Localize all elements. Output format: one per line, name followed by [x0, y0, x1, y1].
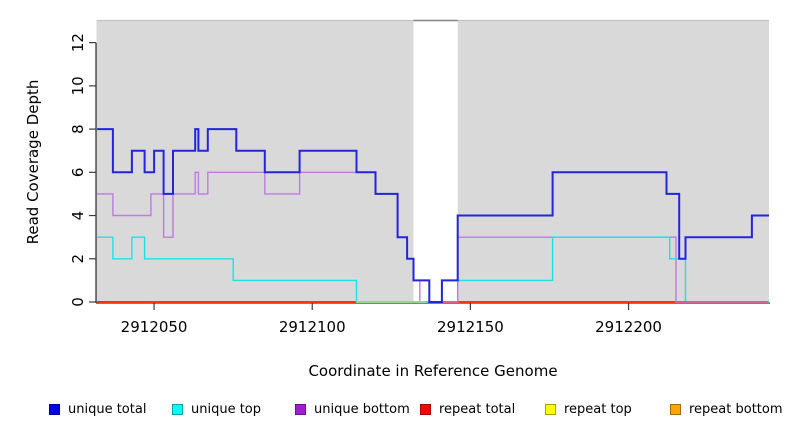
- legend-item-unique-bottom: unique bottom: [295, 399, 410, 419]
- panel-background-right: [457, 21, 769, 302]
- y-tick-label: 12: [69, 33, 87, 52]
- y-tick-label: 6: [69, 168, 87, 178]
- legend-item-unique-total: unique total: [49, 399, 146, 419]
- legend-label: repeat top: [564, 401, 632, 417]
- series-unique-total: [97, 128, 769, 303]
- x-tick-label: 2912050: [121, 318, 188, 336]
- legend-item-unique-top: unique top: [172, 399, 261, 419]
- legend-item-repeat-total: repeat total: [420, 399, 515, 419]
- legend-item-repeat-top: repeat top: [545, 399, 632, 419]
- panel-background-left: [96, 21, 414, 302]
- x-tick-label: 2912100: [279, 318, 346, 336]
- legend-item-repeat-bottom: repeat bottom: [670, 399, 783, 419]
- legend-swatch-icon: [545, 403, 556, 415]
- y-tick-label: 0: [69, 297, 87, 307]
- x-axis-label: Coordinate in Reference Genome: [308, 362, 558, 380]
- legend: unique total unique top unique bottom repea…: [0, 399, 792, 423]
- legend-label: repeat bottom: [689, 401, 783, 417]
- legend-swatch-icon: [295, 403, 306, 415]
- legend-label: unique top: [191, 401, 262, 417]
- x-tick-label: 2912150: [437, 318, 504, 336]
- y-axis-label: Read Coverage Depth: [24, 79, 42, 245]
- legend-label: repeat total: [439, 401, 516, 417]
- y-tick-label: 4: [69, 211, 87, 221]
- legend-label: unique total: [68, 401, 147, 417]
- legend-swatch-icon: [49, 403, 60, 415]
- legend-swatch-icon: [670, 403, 681, 415]
- y-tick-label: 10: [69, 76, 87, 95]
- legend-swatch-icon: [172, 403, 183, 415]
- y-tick-label: 2: [69, 254, 87, 264]
- legend-label: unique bottom: [314, 401, 410, 417]
- y-tick-label: 8: [69, 124, 87, 134]
- legend-swatch-icon: [420, 403, 431, 415]
- x-tick-label: 2912200: [595, 318, 662, 336]
